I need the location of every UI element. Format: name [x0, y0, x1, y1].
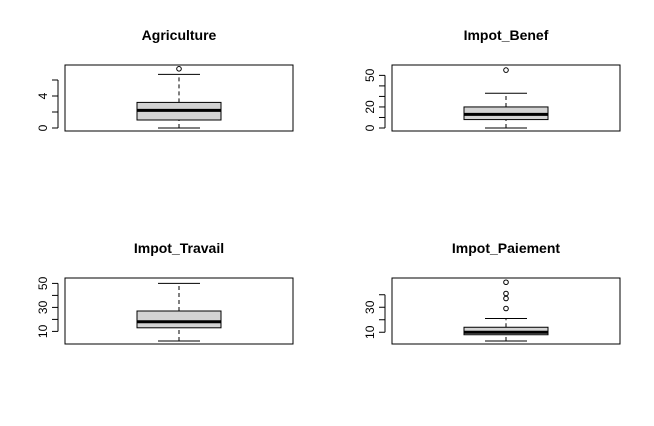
y-tick-label: 10: [363, 325, 377, 339]
plot-frame: [64, 64, 294, 132]
chart-title: Impot_Benef: [464, 27, 549, 43]
outlier-point: [503, 279, 509, 286]
outlier-point: [503, 290, 509, 297]
plot-frame: [64, 277, 294, 345]
plot-frame: [391, 64, 621, 132]
plot-frame: [391, 277, 621, 345]
y-tick-label: 0: [36, 124, 50, 131]
chart-panel: Impot_Paiement 10 30: [363, 240, 621, 345]
y-tick-label: 50: [363, 68, 377, 82]
y-tick-label: 20: [363, 100, 377, 114]
chart-panel: Impot_Benef 0 20 50: [363, 27, 621, 132]
outlier-point: [503, 305, 509, 312]
chart-title: Agriculture: [142, 27, 217, 43]
chart-panel: Agriculture 0 4: [36, 27, 294, 132]
y-tick-label: 30: [363, 300, 377, 314]
iqr-box: [136, 310, 222, 329]
y-tick-label: 0: [363, 124, 377, 131]
chart-title: Impot_Travail: [134, 240, 224, 256]
chart-panel: Impot_Travail 10 30 50: [36, 240, 294, 345]
chart-title: Impot_Paiement: [452, 240, 560, 256]
outlier-point: [503, 67, 509, 73]
y-tick-label: 4: [36, 92, 50, 99]
y-tick-label: 30: [36, 300, 50, 314]
outlier-point: [176, 66, 182, 72]
outlier-point: [503, 295, 509, 302]
y-tick-label: 10: [36, 324, 50, 338]
y-tick-label: 50: [36, 276, 50, 290]
